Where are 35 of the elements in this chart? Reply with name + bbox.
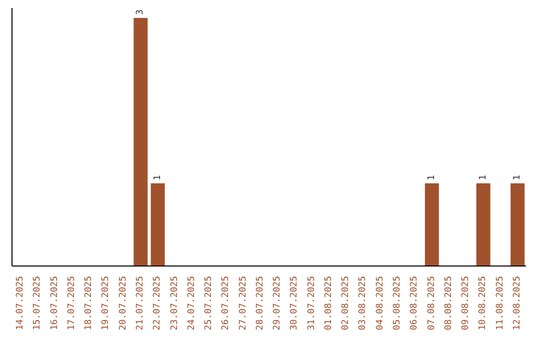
x-tick-label: 27.07.2025: [238, 276, 248, 330]
x-tick-label: 04.08.2025: [375, 276, 386, 330]
data-label: 1: [512, 174, 523, 180]
x-tick-label: 29.07.2025: [272, 276, 283, 330]
x-tick-label: 15.07.2025: [32, 276, 43, 330]
data-label: 1: [152, 174, 163, 180]
x-tick-label: 01.08.2025: [324, 276, 334, 330]
x-tick-label: 02.08.2025: [341, 276, 352, 330]
data-label: 3: [136, 10, 146, 15]
x-tick-label: 21.07.2025: [136, 276, 146, 330]
x-tick-label: 10.08.2025: [478, 276, 488, 330]
x-tick-label: 28.07.2025: [255, 276, 266, 330]
x-tick-label: 18.07.2025: [84, 276, 94, 330]
x-tick-label: 30.07.2025: [290, 276, 300, 330]
x-tick-label: 22.07.2025: [152, 276, 163, 330]
x-tick-label: 26.07.2025: [221, 276, 232, 330]
x-tick-label: 25.07.2025: [204, 276, 214, 330]
x-tick-label: 03.08.2025: [358, 276, 368, 330]
x-tick-label: 07.08.2025: [426, 276, 437, 330]
x-tick-label: 12.08.2025: [512, 276, 522, 330]
x-tick-label: 19.07.2025: [101, 276, 112, 330]
x-tick-label: 31.07.2025: [306, 276, 317, 330]
x-tick-label: 09.08.2025: [461, 276, 472, 330]
x-tick-label: 14.07.2025: [16, 276, 26, 330]
x-tick-label: 16.07.2025: [50, 276, 60, 330]
x-tick-label: 11.08.2025: [495, 276, 506, 330]
x-tick-label: 23.07.2025: [170, 276, 180, 330]
x-tick-label: 20.07.2025: [118, 276, 128, 330]
x-tick-label: 17.07.2025: [66, 276, 77, 330]
data-label: 1: [478, 174, 488, 180]
x-tick-label: 24.07.2025: [186, 276, 197, 330]
data-label: 1: [426, 174, 437, 180]
x-tick-label: 05.08.2025: [392, 276, 402, 330]
x-tick-label: 08.08.2025: [444, 276, 454, 330]
x-tick-label: 06.08.2025: [410, 276, 420, 330]
